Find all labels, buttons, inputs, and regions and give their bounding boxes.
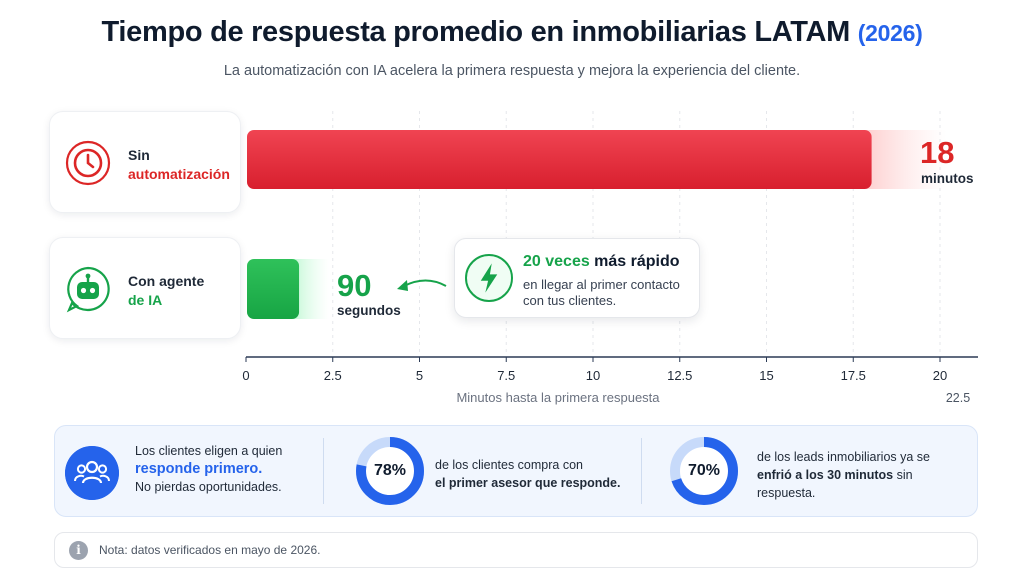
bar [247,130,872,189]
donut-fill [670,437,738,505]
speed-callout: 20 veces más rápido en llegar al primer … [454,238,700,318]
footnote: i Nota: datos verificados en mayo de 202… [54,532,978,568]
lightning-icon [465,254,513,302]
bar [247,259,300,319]
donut-chart [356,437,424,505]
page-subtitle: La automatización con IA acelera la prim… [223,63,801,79]
callout-arrow [403,279,447,287]
people-icon [65,446,119,500]
category-label: Sin automatización [128,147,230,182]
stat-first-response: Los clientes eligen a quien responde pri… [135,444,283,494]
donut-70: 70% [669,436,739,506]
clock-icon [65,140,111,186]
donut-78: 78% [355,436,425,506]
category-card-no-automation: Sin automatización [49,111,241,213]
x-tick-label-extra: 22.5 [946,391,970,405]
stat-divider [323,438,324,504]
category-label: Con agente de IA [128,273,205,308]
stat-first-advisor: de los clientes compra con el primer ase… [435,458,621,490]
page-title: Tiempo de respuesta promedio en inmobili… [101,16,923,48]
x-tick-label: 7.5 [497,368,515,383]
bar-glow [865,130,947,189]
callout-arrow-head [397,280,408,291]
robot-chat-icon [66,266,110,313]
x-tick-label: 12.5 [667,368,692,383]
stat-cold-leads: de los leads inmobiliarios ya se enfrió … [757,450,931,500]
value-label: 90 [337,268,371,303]
donut-chart [670,437,738,505]
x-axis-label: Minutos hasta la primera respuesta [456,390,660,405]
x-tick-label: 17.5 [841,368,866,383]
value-label: 18 [920,135,954,170]
x-tick-label: 5 [416,368,423,383]
stat-divider [641,438,642,504]
footnote-text: Nota: datos verificados en mayo de 2026. [99,543,321,557]
donut-percent-label: 70% [687,462,721,479]
callout-body: en llegar al primer contacto con tus cli… [523,277,680,308]
stats-panel: Los clientes eligen a quien responde pri… [54,425,978,517]
x-tick-label: 2.5 [324,368,342,383]
info-icon: i [69,541,88,560]
value-unit-label: minutos [921,171,974,186]
x-tick-label: 10 [586,368,600,383]
donut-fill [356,437,424,505]
x-tick-label: 20 [933,368,947,383]
category-card-ai-agent: Con agente de IA [49,237,241,339]
x-tick-label: 0 [242,368,249,383]
x-tick-label: 15 [759,368,773,383]
donut-percent-label: 78% [373,462,407,479]
callout-headline: 20 veces más rápido [523,253,680,270]
value-unit-label: segundos [337,303,401,318]
title-year: (2026) [857,20,923,46]
